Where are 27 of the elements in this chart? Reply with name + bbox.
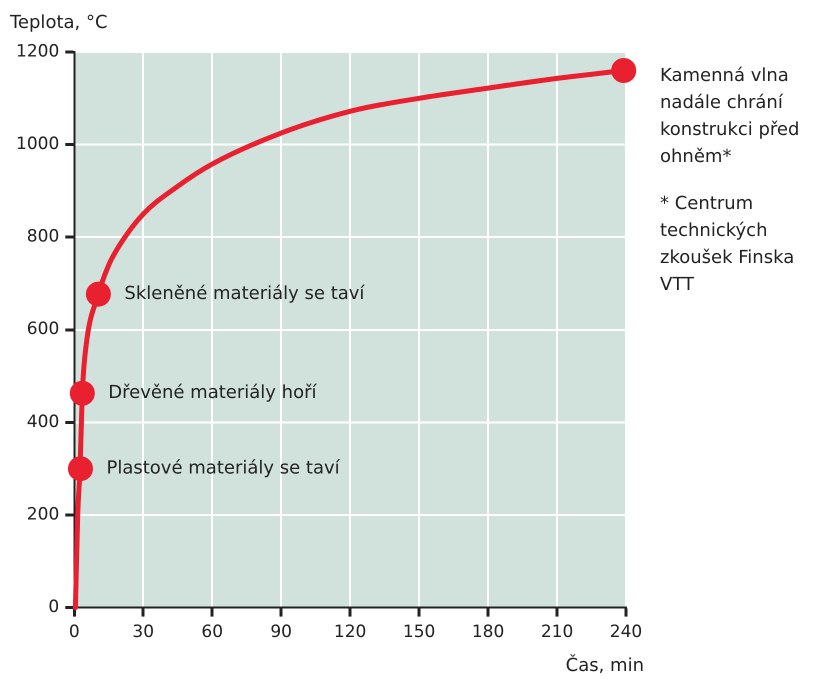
point xyxy=(70,380,95,406)
y-tick-label: 600 xyxy=(26,319,60,340)
point xyxy=(86,282,111,307)
x-tick-label: 90 xyxy=(270,622,292,642)
annotation: Skleněné materiály se taví xyxy=(124,282,366,304)
point xyxy=(68,456,93,482)
text: Kamenná vlna nadále chrání konstrukci před ohněm* xyxy=(660,64,800,169)
x-tick-label: 30 xyxy=(132,622,154,642)
x-tick-label: 240 xyxy=(610,622,642,642)
x-tick-label: 120 xyxy=(334,622,366,642)
y-tick-label: 800 xyxy=(26,226,60,247)
x-tick-label: 0 xyxy=(68,622,80,642)
annotation: Plastové materiály se taví xyxy=(106,457,341,478)
y-tick-label: 1000 xyxy=(16,134,60,154)
x-axis-title: Čas, min xyxy=(566,655,644,676)
y-tick-label: 200 xyxy=(26,504,60,524)
point xyxy=(611,58,636,84)
x-tick-label: 210 xyxy=(540,622,574,642)
x-tick-label: 180 xyxy=(472,622,504,642)
x-tick-label: 150 xyxy=(402,622,436,642)
annotation: Dřevěné materiály hoří xyxy=(108,382,318,403)
text: * Centrum technických zkoušek Finska VTT xyxy=(660,192,796,297)
y-axis-title: Teplota, °C xyxy=(10,12,108,33)
y-tick-label: 0 xyxy=(48,597,60,618)
y-tick-label: 400 xyxy=(26,412,60,432)
x-tick-label: 60 xyxy=(201,622,224,642)
y-tick-label: 1200 xyxy=(16,41,60,62)
